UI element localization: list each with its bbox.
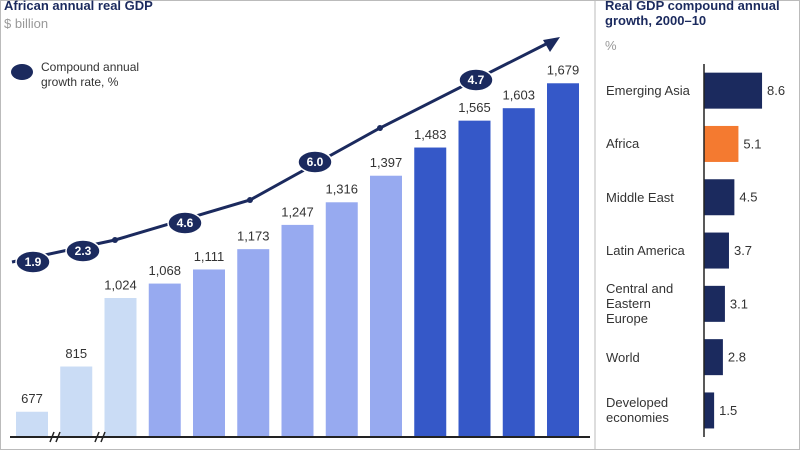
y-tick-label: Developed economies xyxy=(606,395,669,426)
bar xyxy=(281,224,314,437)
y-tick-label: Africa xyxy=(606,136,640,152)
y-tick-label: World xyxy=(606,349,640,365)
growth-badge xyxy=(167,211,203,235)
bar xyxy=(704,125,739,162)
bar xyxy=(704,72,763,109)
value-label: 1,679 xyxy=(547,63,580,78)
bar xyxy=(704,392,715,429)
bar xyxy=(704,179,735,216)
bar xyxy=(704,232,729,269)
bar xyxy=(16,411,48,437)
axis-break xyxy=(94,431,106,443)
bar xyxy=(193,269,225,437)
bar xyxy=(502,108,535,438)
bar xyxy=(325,202,358,437)
value-label: 2.8 xyxy=(728,350,746,365)
value-label: 4.5 xyxy=(739,190,757,205)
growth-label: 2.3 xyxy=(75,244,92,258)
value-label: 1,024 xyxy=(104,277,137,292)
value-label: 1,111 xyxy=(194,249,225,264)
value-label: 8.6 xyxy=(767,83,785,98)
value-label: 1.5 xyxy=(719,403,737,418)
value-label: 3.1 xyxy=(730,296,748,311)
growth-label: 6.0 xyxy=(307,155,324,169)
value-label: 1,068 xyxy=(148,263,181,278)
chart-title: African annual real GDP xyxy=(4,0,153,13)
y-tick-label: Central and Eastern Europe xyxy=(606,281,674,327)
growth-badge xyxy=(65,239,101,263)
y-tick-label: Emerging Asia xyxy=(606,83,690,99)
arrow-head xyxy=(543,37,560,52)
value-label: 815 xyxy=(65,346,87,361)
growth-badge xyxy=(297,150,333,174)
arrow-joint xyxy=(247,197,253,203)
value-label: 3.7 xyxy=(734,243,752,258)
bar xyxy=(148,283,181,437)
chart-title: Real GDP compound annual growth, 2000–10 xyxy=(605,0,780,28)
bar xyxy=(704,339,723,376)
bar xyxy=(104,298,137,437)
arrow-joint xyxy=(377,125,383,131)
value-label: 1,173 xyxy=(237,229,270,244)
growth-label: 1.9 xyxy=(25,255,42,269)
value-label: 1,316 xyxy=(325,182,358,197)
value-label: 1,483 xyxy=(414,127,447,142)
value-label: 1,565 xyxy=(458,100,491,115)
arrow-joint xyxy=(112,237,118,243)
value-label: 5.1 xyxy=(743,136,761,151)
legend-marker xyxy=(11,64,33,80)
bar xyxy=(60,366,93,437)
growth-label: 4.6 xyxy=(177,216,194,230)
value-label: 677 xyxy=(21,391,43,406)
bar xyxy=(370,175,402,438)
growth-badge xyxy=(15,250,51,274)
y-tick-label: Middle East xyxy=(606,189,674,205)
chart-subtitle: $ billion xyxy=(4,16,49,31)
growth-label: 4.7 xyxy=(468,73,485,87)
chart-subtitle: % xyxy=(605,38,617,53)
value-label: 1,397 xyxy=(370,155,403,170)
bar xyxy=(547,83,579,438)
legend-label: Compound annual growth rate, % xyxy=(41,60,140,89)
y-tick-label: Latin America xyxy=(606,243,685,259)
bar xyxy=(458,120,491,437)
bar xyxy=(704,285,725,322)
bar xyxy=(414,147,447,437)
value-label: 1,603 xyxy=(502,88,535,103)
growth-badge xyxy=(458,68,494,92)
axis-break xyxy=(49,431,61,443)
bar xyxy=(237,249,270,437)
value-label: 1,247 xyxy=(281,204,314,219)
